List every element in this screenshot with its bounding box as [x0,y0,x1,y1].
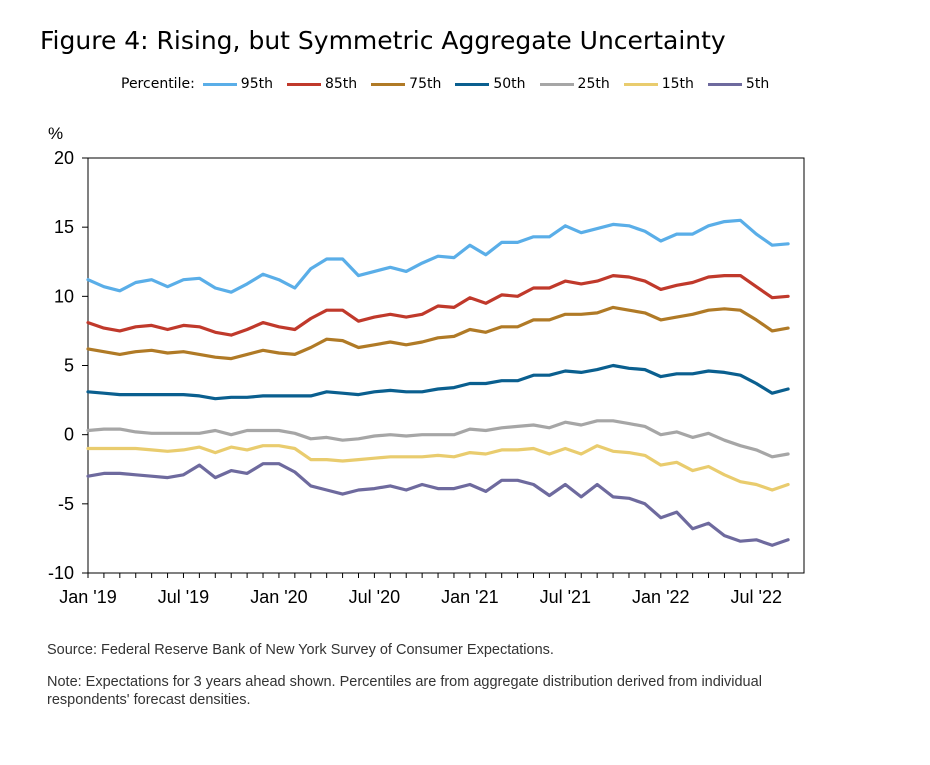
legend-entry-label: 75th [409,76,442,92]
legend-swatch [202,82,237,86]
series-line-5th [86,462,790,547]
legend-item-50th: 50th [455,76,526,92]
plot-frame [87,157,805,574]
legend-label: Percentile: [121,76,195,92]
legend-entry-label: 85th [324,76,358,92]
series-line-25th [86,419,790,459]
y-tick-label: -10 [48,563,74,583]
x-tick-label: Jul '22 [731,587,782,607]
legend-item-75th: 75th [371,76,441,92]
chart-legend: Percentile: 95th 85th 75th 50th 25th 15th 5th [121,76,783,92]
x-tick-label: Jan '21 [441,587,498,607]
x-tick-label: Jan '22 [632,587,689,607]
legend-item-5th: 5th [707,76,770,92]
y-tick-label: 15 [54,217,74,237]
series-line-50th [86,363,790,401]
chart-title: Figure 4: Rising, but Symmetric Aggregat… [40,26,726,55]
series-line-75th [86,305,790,361]
x-tick-label: Jul '19 [158,587,209,607]
series-line-15th [86,444,790,492]
legend-entry-label: 5th [745,76,770,92]
legend-entry-label: 15th [661,76,694,92]
y-tick-label: 5 [64,356,74,376]
series-line-95th [86,218,790,294]
legend-items: 95th 85th 75th 50th 25th 15th 5th [202,76,783,92]
x-tick-label: Jul '21 [540,587,591,607]
y-tick-label: 0 [64,425,74,445]
legend-entry-label: 95th [240,76,273,92]
chart-axes: 20 15 10 5 0 -5 -10% Jan '19 Jul '19 Jan '20 Jul '… [48,124,805,607]
legend-entry-label: 25th [577,76,610,92]
y-tick-label: 10 [54,286,74,306]
legend-swatch [539,82,574,86]
x-tick-label: Jan '20 [250,587,307,607]
x-tick-label: Jan '19 [59,587,116,607]
legend-item-95th: 95th [202,76,273,92]
legend-entry-label: 50th [493,76,526,92]
source-note: Source: Federal Reserve Bank of New York… [47,642,554,658]
legend-item-15th: 15th [623,76,694,92]
y-tick-label: -5 [58,494,74,514]
legend-item-25th: 25th [539,76,610,92]
legend-swatch [623,82,658,86]
series-line-85th [86,274,790,337]
y-axis-label: % [48,124,63,143]
x-tick-label: Jul '20 [349,587,400,607]
legend-item-85th: 85th [286,76,358,92]
legend-swatch [371,82,406,86]
chart-series [86,218,790,547]
legend-swatch [286,82,321,86]
footnote: Note: Expectations for 3 years ahead sho… [47,674,762,708]
legend-swatch [455,82,490,86]
y-tick-label: 20 [54,148,74,168]
legend-swatch [707,82,742,86]
